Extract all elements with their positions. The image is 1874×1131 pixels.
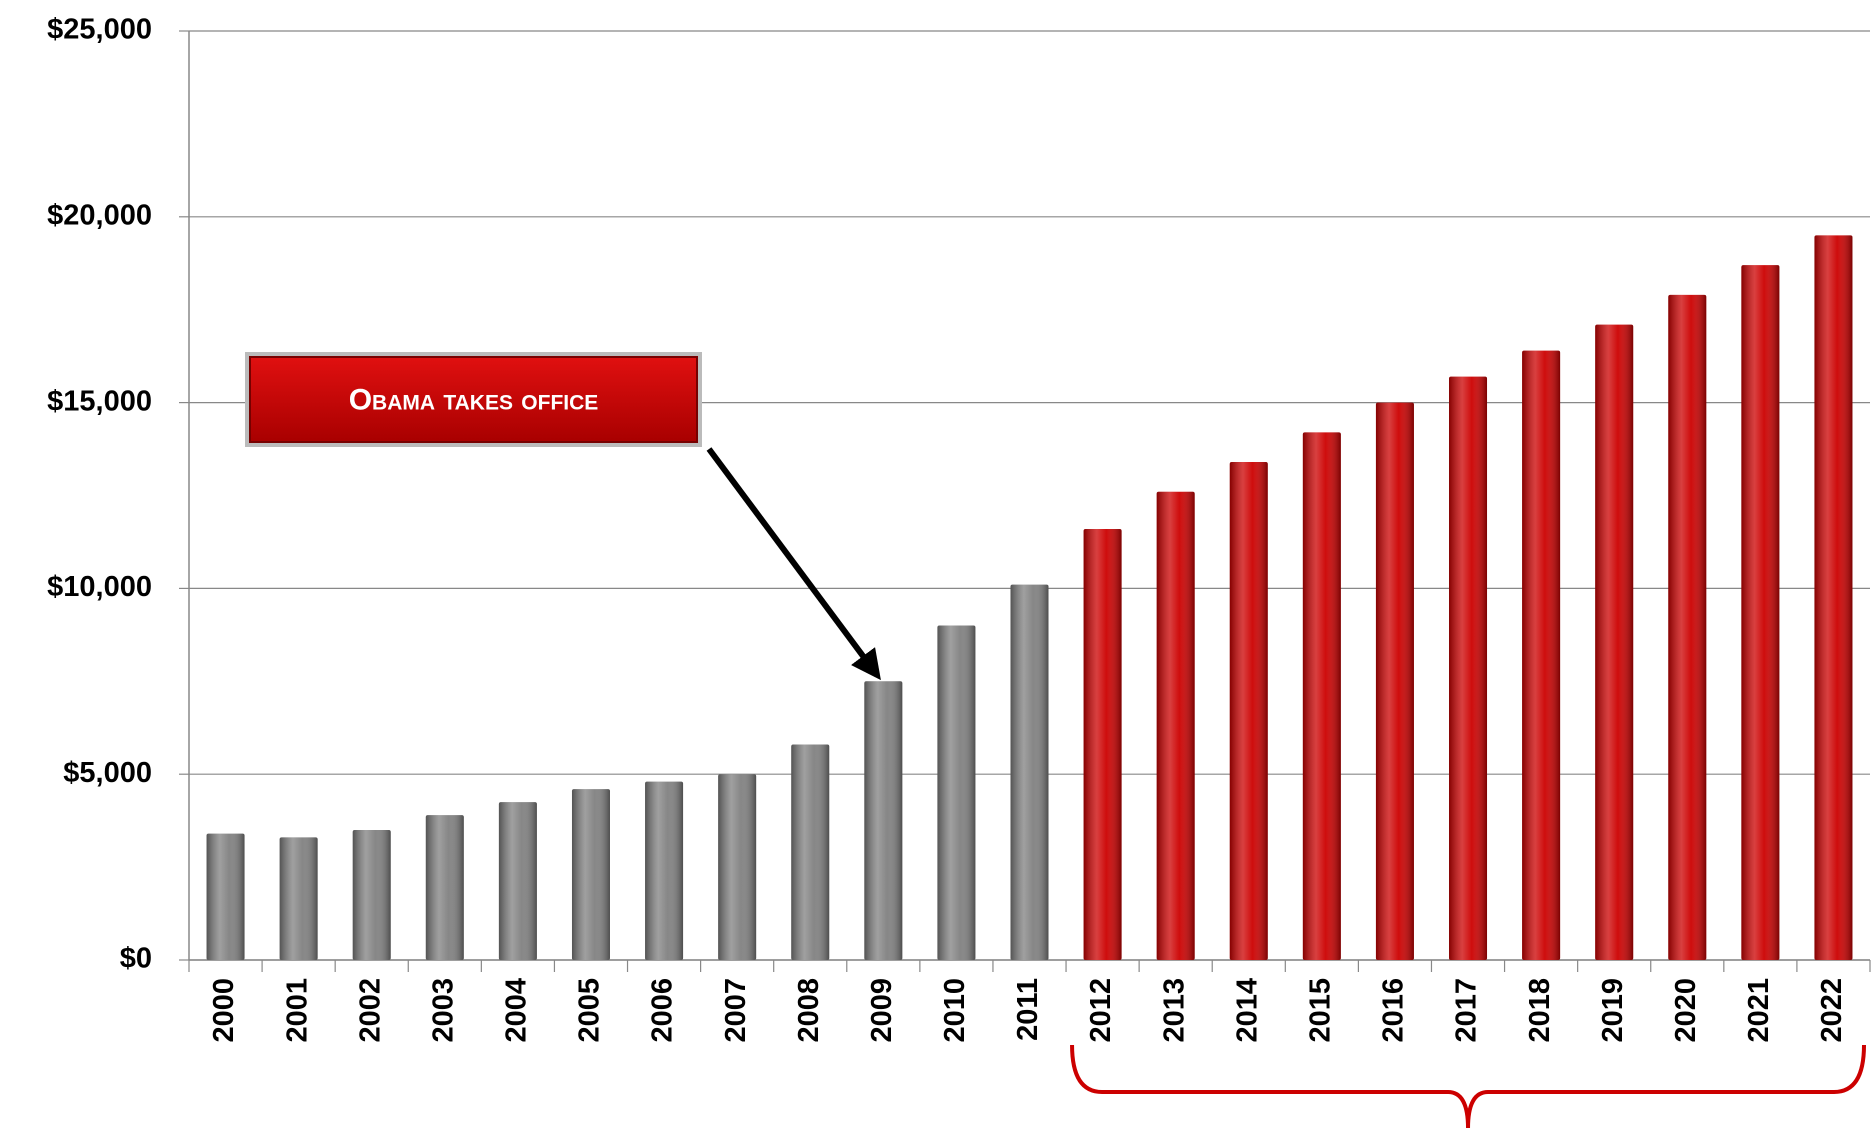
bar-shine (425, 815, 464, 960)
x-tick-label: 2005 (574, 978, 606, 1043)
x-tick-label: 2000 (208, 978, 240, 1043)
x-tick-label: 2022 (1816, 978, 1848, 1043)
bar-shine (571, 789, 610, 960)
y-tick-label: $0 (120, 943, 152, 975)
bar-shine (1083, 528, 1122, 960)
x-tick-label: 2019 (1597, 978, 1629, 1043)
bar-shine (1522, 350, 1561, 960)
y-tick-label: $15,000 (47, 385, 152, 417)
y-tick-label: $5,000 (63, 757, 152, 789)
y-tick-label: $20,000 (47, 199, 152, 231)
x-tick-label: 2003 (427, 978, 459, 1043)
bar-shine (206, 833, 245, 960)
x-tick-label: 2007 (720, 978, 752, 1043)
x-tick-label: 2001 (281, 978, 313, 1043)
x-tick-label: 2010 (939, 978, 971, 1043)
bar-shine (352, 829, 391, 960)
bar-shine (1375, 402, 1414, 961)
y-tick-label: $10,000 (47, 571, 152, 603)
bar-shine (645, 781, 684, 960)
brace (1070, 1044, 1866, 1129)
bar-shine (791, 744, 830, 960)
annotation-text: Obama takes office (349, 383, 599, 416)
x-tick-label: 2015 (1305, 978, 1337, 1043)
bar-shine (279, 837, 318, 960)
bar-shine (1302, 432, 1341, 960)
annotation-box (249, 356, 698, 443)
x-tick-label: 2020 (1670, 978, 1702, 1043)
bar-shine (864, 681, 903, 960)
x-tick-label: 2016 (1378, 978, 1410, 1043)
bar-shine (1668, 294, 1707, 960)
x-tick-label: 2004 (501, 978, 533, 1043)
bar-shine (1741, 265, 1780, 960)
x-tick-label: 2002 (354, 978, 386, 1043)
x-tick-label: 2009 (866, 978, 898, 1043)
x-tick-label: 2017 (1451, 978, 1483, 1043)
bar-shine (1229, 462, 1268, 960)
bar-shine (1595, 324, 1634, 961)
bar-shine (1156, 491, 1195, 960)
bar-shine (498, 802, 537, 960)
x-tick-label: 2018 (1524, 978, 1556, 1043)
bar-shine (718, 774, 757, 960)
x-tick-label: 2012 (1085, 978, 1117, 1043)
y-tick-label: $25,000 (47, 14, 152, 46)
x-tick-label: 2011 (1012, 978, 1044, 1041)
bar-shine (1010, 584, 1049, 960)
bar-shine (937, 625, 976, 960)
bar-shine (1449, 376, 1488, 960)
x-tick-label: 2013 (1158, 978, 1190, 1043)
x-tick-label: 2021 (1743, 978, 1775, 1043)
x-tick-label: 2014 (1231, 978, 1263, 1043)
x-tick-label: 2008 (793, 978, 825, 1043)
x-tick-label: 2006 (647, 978, 679, 1043)
bar-shine (1814, 235, 1853, 960)
annotation-arrow (706, 447, 881, 681)
